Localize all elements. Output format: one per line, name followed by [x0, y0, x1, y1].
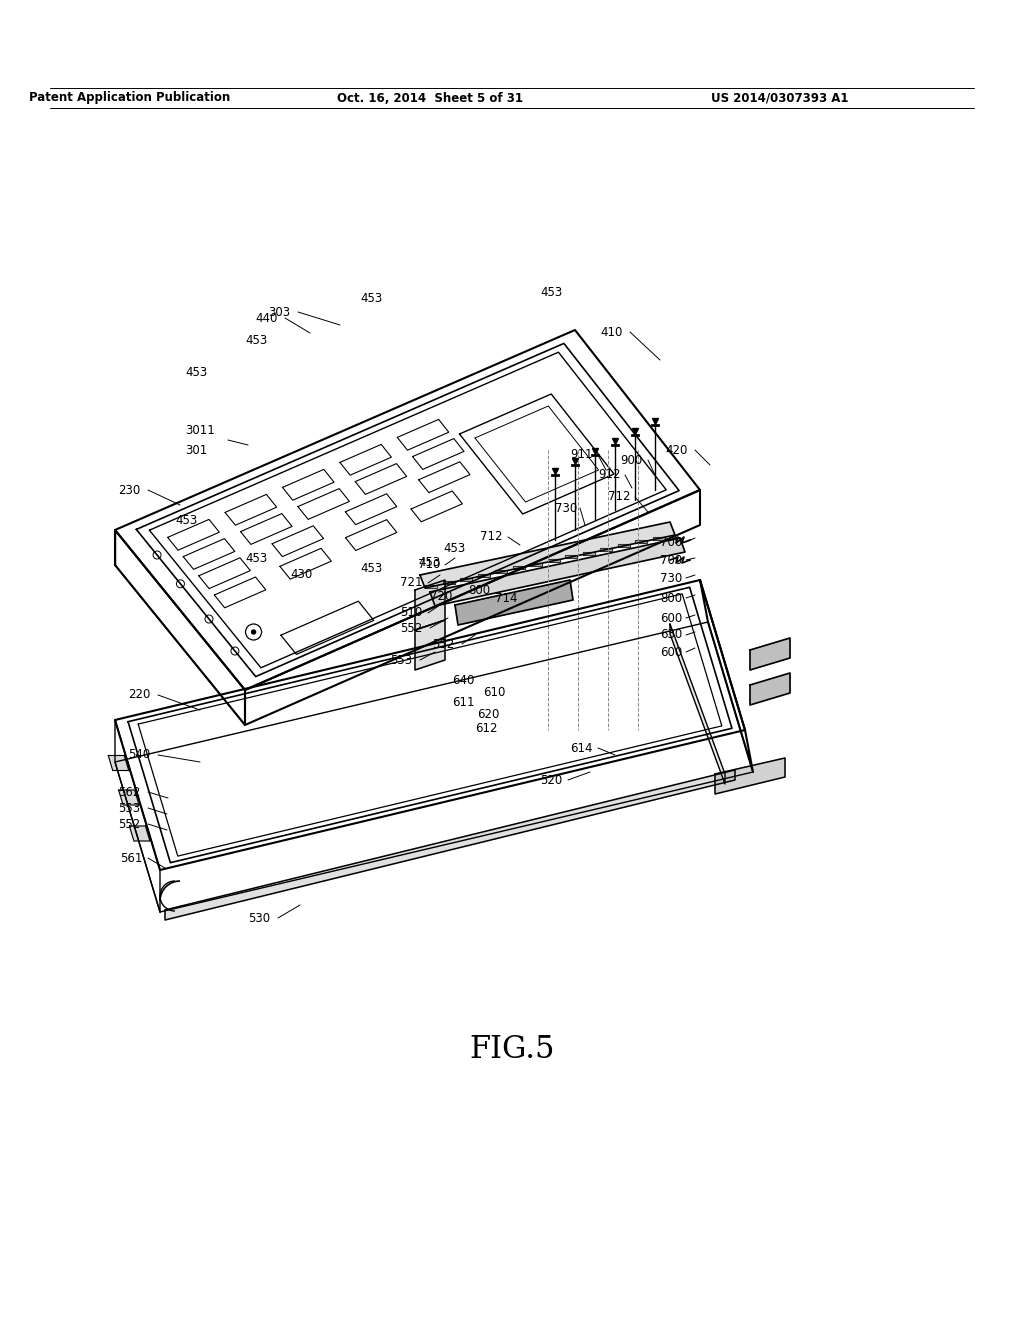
Text: 530: 530 [248, 912, 270, 924]
Polygon shape [109, 755, 129, 771]
Text: 453: 453 [185, 366, 207, 379]
Text: 453: 453 [360, 561, 382, 574]
Text: 552: 552 [118, 817, 140, 830]
Text: 453: 453 [245, 334, 267, 346]
Text: FIG.5: FIG.5 [469, 1035, 555, 1065]
Text: 714: 714 [495, 591, 517, 605]
Polygon shape [600, 548, 612, 550]
Text: 552: 552 [432, 638, 455, 651]
Text: 540: 540 [128, 748, 151, 762]
Text: 553: 553 [390, 653, 412, 667]
Polygon shape [430, 539, 685, 606]
Text: 453: 453 [175, 513, 198, 527]
Text: 612: 612 [475, 722, 498, 734]
Text: 712: 712 [608, 491, 631, 503]
Text: 440: 440 [255, 312, 278, 325]
Polygon shape [512, 566, 524, 569]
Text: 730: 730 [660, 572, 682, 585]
Text: Patent Application Publication: Patent Application Publication [30, 91, 230, 104]
Text: 800: 800 [660, 591, 682, 605]
Polygon shape [750, 673, 790, 705]
Text: 510: 510 [400, 606, 422, 619]
Text: 453: 453 [245, 552, 267, 565]
Text: 453: 453 [418, 556, 440, 569]
Text: 562: 562 [118, 785, 140, 799]
Polygon shape [442, 581, 455, 585]
Polygon shape [425, 585, 437, 587]
Text: 712: 712 [480, 531, 503, 544]
Text: 600: 600 [660, 611, 682, 624]
Polygon shape [583, 552, 595, 554]
Polygon shape [477, 574, 489, 577]
Polygon shape [415, 579, 445, 630]
Text: 520: 520 [540, 774, 562, 787]
Polygon shape [165, 770, 735, 920]
Text: 552: 552 [400, 622, 422, 635]
Text: 230: 230 [118, 483, 140, 496]
Text: 911: 911 [570, 449, 593, 462]
Polygon shape [750, 638, 790, 671]
Text: 900: 900 [620, 454, 642, 466]
Polygon shape [635, 540, 647, 544]
Text: 610: 610 [483, 685, 506, 698]
Polygon shape [460, 578, 472, 581]
Text: 453: 453 [540, 285, 562, 298]
Text: 700: 700 [660, 553, 682, 566]
Polygon shape [617, 544, 630, 548]
Polygon shape [652, 537, 665, 540]
Polygon shape [129, 826, 150, 841]
Polygon shape [119, 789, 139, 805]
Text: 640: 640 [452, 673, 474, 686]
Text: 453: 453 [360, 292, 382, 305]
Text: Oct. 16, 2014  Sheet 5 of 31: Oct. 16, 2014 Sheet 5 of 31 [337, 91, 523, 104]
Text: 710: 710 [418, 558, 440, 572]
Text: 700: 700 [660, 536, 682, 549]
Polygon shape [715, 758, 785, 795]
Text: 303: 303 [268, 305, 290, 318]
Text: 301: 301 [185, 444, 207, 457]
Text: 620: 620 [477, 708, 500, 721]
Text: 561: 561 [120, 851, 142, 865]
Text: US 2014/0307393 A1: US 2014/0307393 A1 [712, 91, 849, 104]
Polygon shape [495, 570, 507, 573]
Text: 630: 630 [660, 628, 682, 642]
Text: 553: 553 [118, 801, 140, 814]
Polygon shape [420, 521, 675, 587]
Circle shape [252, 630, 256, 634]
Text: 410: 410 [600, 326, 623, 338]
Polygon shape [565, 556, 577, 558]
Text: 3011: 3011 [185, 424, 215, 437]
Text: 730: 730 [555, 502, 578, 515]
Text: 220: 220 [128, 689, 151, 701]
Text: 430: 430 [290, 569, 312, 582]
Polygon shape [530, 562, 542, 566]
Polygon shape [548, 558, 559, 562]
Text: 720: 720 [430, 590, 453, 602]
Text: 611: 611 [452, 697, 474, 710]
Text: 420: 420 [665, 444, 687, 457]
Text: 600: 600 [660, 645, 682, 659]
Polygon shape [455, 579, 573, 624]
Polygon shape [415, 620, 445, 671]
Text: 721: 721 [400, 577, 423, 590]
Polygon shape [670, 624, 725, 784]
Text: 453: 453 [443, 541, 465, 554]
Text: 912: 912 [598, 469, 621, 482]
Text: 800: 800 [468, 583, 490, 597]
Text: 614: 614 [570, 742, 593, 755]
